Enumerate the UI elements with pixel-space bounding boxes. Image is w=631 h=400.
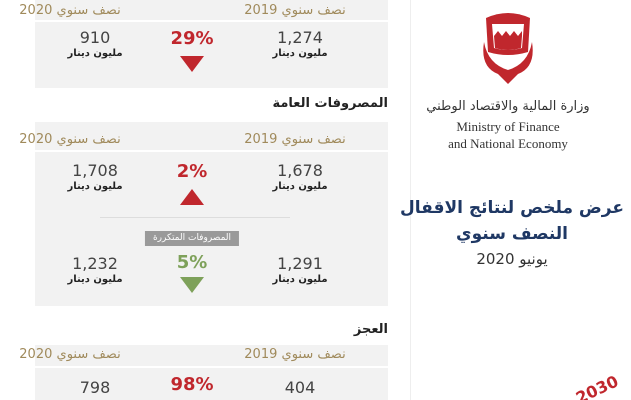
divider [35,20,388,22]
period-label: نصف سنوي 2020 [19,132,121,147]
divider [100,217,290,218]
period-label: نصف سنوي 2019 [244,132,346,147]
period-label: نصف سنوي 2020 [19,347,121,362]
value: 1,274 [277,28,323,47]
value: 1,708 [72,161,118,180]
unit: مليون دينار [272,181,328,192]
value: 798 [79,378,111,397]
expenditure-panel [35,122,388,306]
report-date: يونيو 2020 [476,250,548,268]
unit: مليون دينار [272,48,328,59]
divider [35,366,388,368]
trend-arrow [180,189,204,205]
deficit-panel [35,345,388,400]
trend-arrow [180,277,204,293]
value: 910 [79,28,111,47]
logo [483,13,533,84]
revenue-panel [35,0,388,88]
value: 1,678 [277,161,323,180]
change-percent: 29% [170,28,214,49]
report-title: عرض ملخص لنتائج الاقفال [400,198,624,218]
divider [35,150,388,152]
value: 1,232 [72,254,118,273]
unit: مليون دينار [67,274,123,285]
value: 404 [284,378,316,397]
vision-logo: 2030 [572,371,622,400]
section-title: العجز [353,322,388,337]
period-label: نصف سنوي 2019 [244,347,346,362]
change-percent: 2% [176,161,208,182]
unit: مليون دينار [67,48,123,59]
sub-label: المصروفات المتكررة [144,231,240,246]
unit: مليون دينار [67,181,123,192]
period-label: نصف سنوي 2020 [19,3,121,18]
change-percent: 98% [170,374,214,395]
trend-arrow [180,56,204,72]
unit: مليون دينار [272,274,328,285]
ministry-english: and National Economy [448,136,568,151]
period-label: نصف سنوي 2019 [244,3,346,18]
ministry-english: Ministry of Finance [456,119,560,134]
separator [410,0,411,400]
change-percent: 5% [176,252,208,273]
value: 1,291 [277,254,323,273]
ministry-arabic: وزارة المالية والاقتصاد الوطني [426,99,590,114]
section-title: المصروفات العامة [272,96,388,111]
report-title: النصف سنوي [456,224,568,244]
